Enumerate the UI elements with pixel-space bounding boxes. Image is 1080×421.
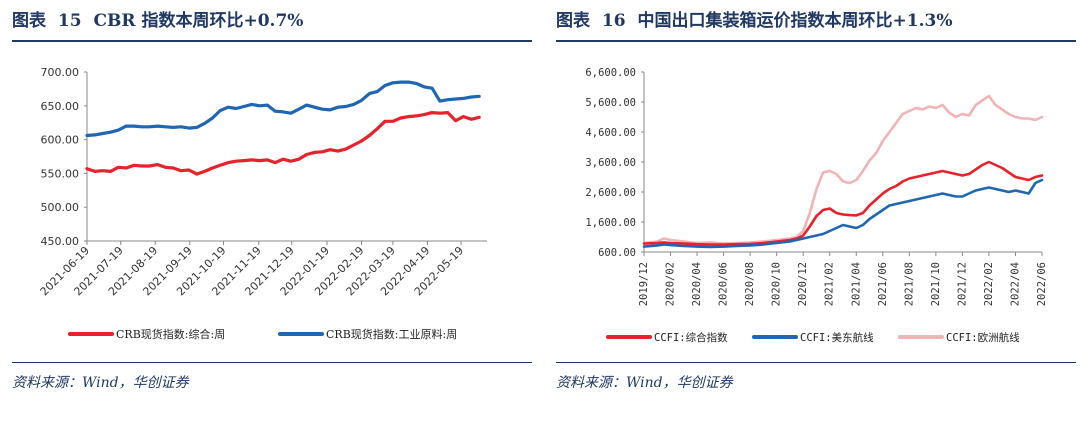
x-tick-label: 2021/10 [930, 262, 942, 306]
legend-item: CCFI:综合指数 [606, 331, 728, 344]
legend-label: CRB现货指数:综合:周 [116, 327, 225, 341]
figure-label: 图表 [12, 11, 46, 31]
x-tick-label: 2022/06 [1036, 262, 1048, 306]
y-tick-label: 5,600.00 [585, 97, 636, 109]
x-tick-label: 2020/04 [691, 262, 703, 306]
title-rule [556, 40, 1076, 42]
crb-line-chart: 450.00500.00550.00600.00650.00700.002021… [38, 66, 487, 341]
x-tick-label: 2021/12 [956, 262, 968, 306]
title-rule [12, 40, 532, 42]
x-tick-label: 2021/06 [877, 262, 889, 306]
legend-item: CRB现货指数:工业原料:周 [278, 327, 457, 341]
x-tick-label: 2020/06 [718, 262, 730, 306]
y-tick-label: 700.00 [41, 66, 80, 79]
y-tick-label: 650.00 [41, 100, 80, 113]
source-note: 资料来源：Wind，华创证券 [12, 375, 189, 391]
y-tick-label: 4,600.00 [585, 127, 636, 139]
y-tick-label: 1,600.00 [585, 217, 636, 229]
ccfi-line-chart: 600.00 1,600.00 2,600.00 3,600.00 4,600.00 5,… [585, 67, 1048, 344]
legend-label: CRB现货指数:工业原料:周 [326, 327, 457, 341]
y-tick-label: 600.00 [598, 247, 636, 259]
legend-item: CRB现货指数:综合:周 [68, 327, 225, 341]
figure-title: 图表 15 CBR 指数本周环比+0.7% [12, 6, 532, 36]
y-tick-label: 3,600.00 [585, 157, 636, 169]
figure-label: 图表 [556, 11, 590, 31]
series-line-0 [642, 94, 1044, 245]
figure-number: 15 [57, 11, 82, 31]
y-tick-label: 2,600.00 [585, 187, 636, 199]
legend-item: CCFI:欧洲航线 [898, 331, 1020, 344]
x-tick-label: 2020/10 [771, 262, 783, 306]
figure-number: 16 [601, 11, 626, 31]
figure-caption: CBR 指数本周环比+0.7% [93, 11, 304, 31]
y-tick-label: 550.00 [41, 167, 80, 180]
source-rule [556, 362, 1076, 363]
series-line-2 [642, 178, 1044, 249]
x-tick-label: 2021/04 [850, 262, 862, 306]
source-rule [12, 362, 532, 363]
legend-label: CCFI:美东航线 [800, 331, 874, 344]
legend-label: CCFI:欧洲航线 [946, 331, 1020, 344]
x-tick-label: 2021/02 [824, 262, 836, 306]
figure-title: 图表 16 中国出口集装箱运价指数本周环比+1.3% [556, 6, 1076, 36]
series-line-0 [85, 110, 481, 176]
x-tick-label: 2022/04 [1009, 262, 1021, 306]
series-line-1 [642, 160, 1044, 246]
y-tick-label: 500.00 [41, 201, 80, 214]
legend-item: CCFI:美东航线 [752, 331, 874, 344]
x-tick-label: 2021/08 [903, 262, 915, 306]
series-line-1 [85, 80, 481, 138]
legend-label: CCFI:综合指数 [654, 331, 728, 344]
panel-left: 图表 15 CBR 指数本周环比+0.7% 450.00 500.00 550.00… [12, 0, 532, 421]
figure-caption: 中国出口集装箱运价指数本周环比+1.3% [637, 11, 953, 31]
y-tick-label: 6,600.00 [585, 67, 636, 79]
x-tick-label: 2020/12 [797, 262, 809, 306]
x-tick-label: 2019/12 [638, 262, 650, 306]
x-tick-label: 2022/02 [983, 262, 995, 306]
source-note: 资料来源：Wind，华创证券 [556, 375, 733, 391]
y-tick-label: 600.00 [41, 134, 80, 147]
x-tick-label: 2020/02 [665, 262, 677, 306]
x-tick-label: 2020/08 [744, 262, 756, 306]
panel-right: 图表 16 中国出口集装箱运价指数本周环比+1.3% 600.00 1,600.0… [556, 0, 1076, 421]
y-tick-label: 450.00 [41, 235, 80, 248]
